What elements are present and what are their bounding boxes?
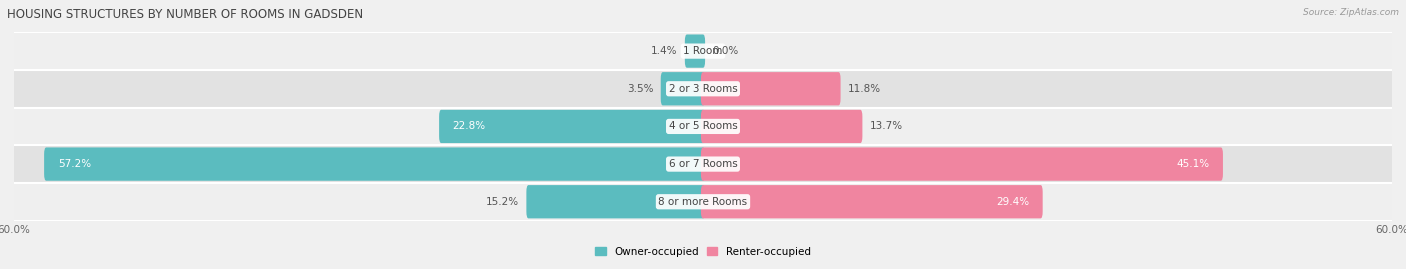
Text: Source: ZipAtlas.com: Source: ZipAtlas.com [1303,8,1399,17]
Bar [14,32,1392,70]
Text: 22.8%: 22.8% [453,121,486,132]
Text: 57.2%: 57.2% [58,159,91,169]
Text: 13.7%: 13.7% [869,121,903,132]
Bar [14,183,1392,221]
Text: 29.4%: 29.4% [995,197,1029,207]
Bar [14,145,1392,183]
FancyBboxPatch shape [44,147,704,181]
FancyBboxPatch shape [439,110,704,143]
Text: 6 or 7 Rooms: 6 or 7 Rooms [669,159,737,169]
Text: 11.8%: 11.8% [848,84,880,94]
Bar [14,70,1392,108]
Text: 45.1%: 45.1% [1177,159,1209,169]
FancyBboxPatch shape [661,72,704,105]
Text: 15.2%: 15.2% [486,197,519,207]
FancyBboxPatch shape [702,147,1223,181]
Text: HOUSING STRUCTURES BY NUMBER OF ROOMS IN GADSDEN: HOUSING STRUCTURES BY NUMBER OF ROOMS IN… [7,8,363,21]
Text: 8 or more Rooms: 8 or more Rooms [658,197,748,207]
Text: 1.4%: 1.4% [651,46,678,56]
FancyBboxPatch shape [685,34,704,68]
Legend: Owner-occupied, Renter-occupied: Owner-occupied, Renter-occupied [595,247,811,257]
Text: 2 or 3 Rooms: 2 or 3 Rooms [669,84,737,94]
Text: 3.5%: 3.5% [627,84,654,94]
Text: 0.0%: 0.0% [713,46,738,56]
FancyBboxPatch shape [702,185,1043,218]
Text: 1 Room: 1 Room [683,46,723,56]
Text: 4 or 5 Rooms: 4 or 5 Rooms [669,121,737,132]
FancyBboxPatch shape [526,185,704,218]
FancyBboxPatch shape [702,72,841,105]
Bar [14,108,1392,145]
FancyBboxPatch shape [702,110,862,143]
